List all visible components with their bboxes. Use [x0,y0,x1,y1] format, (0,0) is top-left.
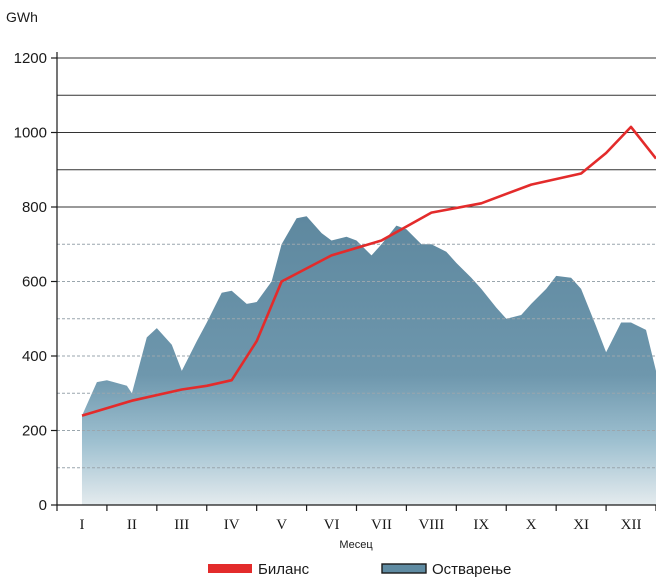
legend-label-ostvarenje: Остварење [432,561,511,578]
x-tick-label: V [276,517,287,533]
y-tick-label: 0 [39,497,47,514]
y-tick-label: 400 [22,348,47,365]
area-series-ostvarenje [81,216,656,505]
x-tick-label: XI [573,517,589,533]
grid-lines [57,57,656,208]
y-tick-label: 1000 [14,125,47,142]
x-tick-label: IV [224,517,240,533]
y-tick-label: 800 [22,199,47,216]
axes [51,52,656,511]
x-tick-label: IX [473,517,489,533]
x-tick-labels: I II III IV V VI VII VIII IX X XI XII [79,517,641,533]
legend: Биланс Остварење [208,561,511,578]
x-tick-label: VI [324,517,340,533]
y-tick-label: 600 [22,274,47,291]
x-tick-label: II [127,517,137,533]
x-tick-label: I [79,517,84,533]
y-tick-label: 200 [22,423,47,440]
y-unit-label: GWh [6,9,38,25]
legend-swatch-bilans [208,564,252,573]
x-tick-label: X [526,517,537,533]
line-series-bilans [81,125,656,417]
legend-label-bilans: Биланс [258,561,310,578]
y-tick-labels: 0 200 400 600 800 1000 1200 [14,50,47,514]
x-axis-label: Месец [339,539,373,551]
x-tick-label: VII [371,517,392,533]
x-tick-label: XII [621,517,642,533]
y-tick-label: 1200 [14,50,47,67]
legend-swatch-ostvarenje [381,563,427,574]
x-tick-label: III [174,517,189,533]
x-tick-label: VIII [418,517,444,533]
